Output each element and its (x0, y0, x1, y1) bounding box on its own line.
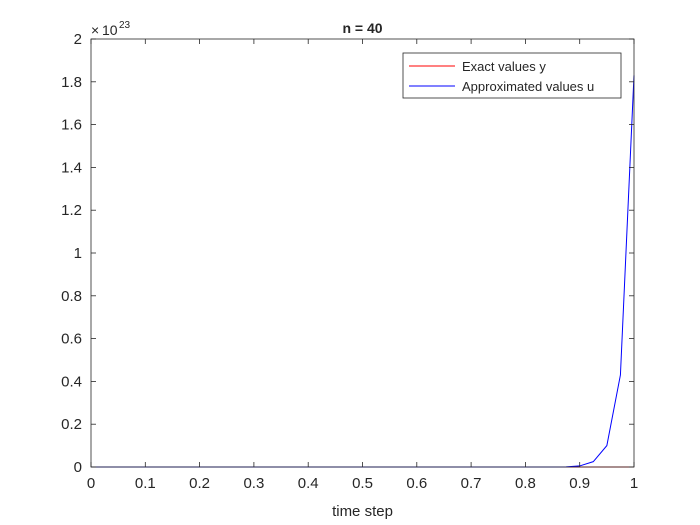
x-tick-label: 0.4 (298, 475, 319, 492)
x-tick-label: 0.7 (461, 475, 482, 492)
y-tick-label: 1.8 (61, 74, 82, 91)
x-tick-label: 0.3 (243, 475, 264, 492)
y-tick-label: 0 (74, 459, 82, 476)
y-axis-ticks: 0 0.2 0.4 0.6 0.8 1 1.2 1.4 1.6 1.8 2 (61, 31, 634, 476)
x-tick-label: 0.9 (569, 475, 590, 492)
x-tick-label: 0.6 (406, 475, 427, 492)
y-tick-label: 1.4 (61, 159, 82, 176)
x-tick-label: 0.8 (515, 475, 536, 492)
x-tick-label: 0.2 (189, 475, 210, 492)
y-exponent-times: × (91, 22, 99, 38)
y-exponent-power: 23 (119, 20, 131, 31)
legend-label-1: Exact values y (462, 59, 546, 74)
x-axis-label: time step (332, 503, 393, 520)
y-tick-label: 1.2 (61, 202, 82, 219)
y-tick-label: 0.8 (61, 288, 82, 305)
y-exponent-base: 10 (102, 22, 118, 38)
x-tick-label: 1 (630, 475, 638, 492)
y-tick-label: 0.2 (61, 416, 82, 433)
legend-box (402, 52, 622, 99)
y-tick-label: 1.6 (61, 117, 82, 134)
y-axis-exponent: × 10 23 (91, 20, 131, 38)
y-tick-label: 1 (74, 245, 82, 262)
y-tick-label: 2 (74, 31, 82, 48)
plot-area (91, 39, 634, 467)
y-tick-label: 0.4 (61, 373, 82, 390)
y-tick-label: 0.6 (61, 331, 82, 348)
x-axis-ticks: 0 0.1 0.2 0.3 0.4 0.5 0.6 0.7 0.8 0.9 1 (87, 39, 638, 492)
legend-label-2: Approximated values u (462, 79, 594, 94)
x-tick-label: 0.1 (135, 475, 156, 492)
legend: Exact values y Approximated values u (402, 52, 622, 99)
x-tick-label: 0 (87, 475, 95, 492)
chart-title: n = 40 (342, 20, 382, 36)
x-tick-label: 0.5 (352, 475, 373, 492)
